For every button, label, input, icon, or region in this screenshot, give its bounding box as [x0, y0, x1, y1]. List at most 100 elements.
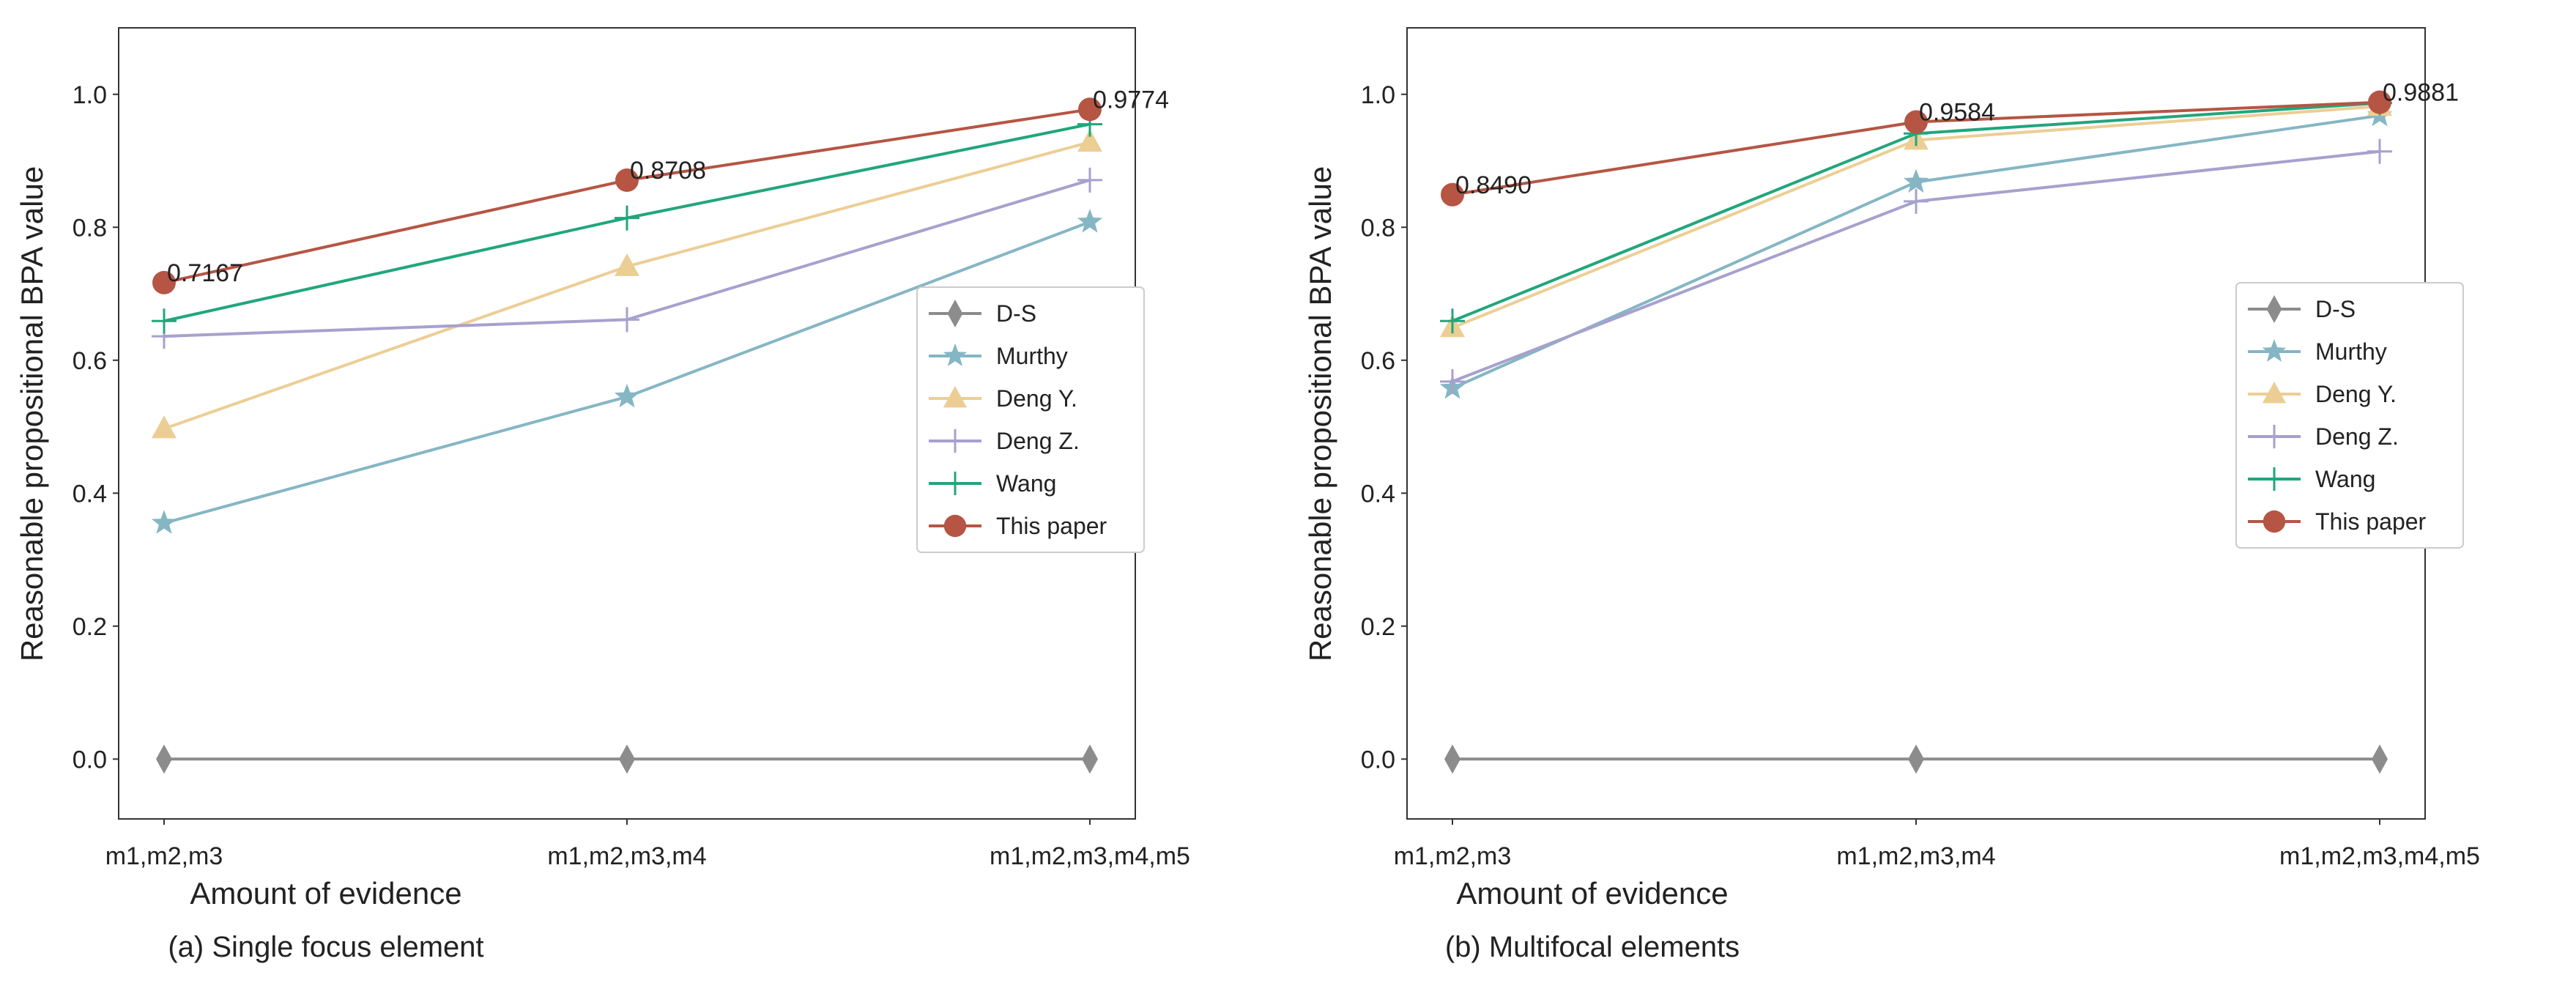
chart-panel-b: 0.0 0.2 0.4 0.6 0.8 1.0 m1,m2,m3 m1,m2,m3,m4 m1,… — [1288, 0, 2576, 983]
data-point — [1904, 110, 1928, 134]
legend-item: Wang — [2248, 466, 2375, 492]
legend-marker — [943, 385, 968, 408]
legend-b: D-S Murthy Deng Y. Deng Z. Wang This paper — [2235, 282, 2464, 549]
data-point — [615, 168, 639, 193]
legend-label: D-S — [996, 300, 1036, 327]
legend-box — [2235, 282, 2464, 549]
data-label-a: 0.8708 — [630, 157, 706, 185]
y-axis-title-a: Reasonable propositional BPA value — [15, 166, 49, 661]
data-point — [1440, 368, 1465, 394]
legend-label: Wang — [996, 470, 1056, 497]
x-tick-label-a: m1,m2,m3,m4,m5 — [990, 842, 1190, 870]
x-axis-title-b: Amount of evidence — [1456, 876, 1728, 910]
data-point — [1441, 182, 1464, 207]
data-point — [1078, 97, 1102, 122]
data-point — [156, 744, 172, 774]
y-tick-label-a: 0.4 — [73, 480, 107, 508]
legend-item: Murthy — [929, 343, 1068, 369]
series-deng-z-b — [1440, 138, 2392, 394]
legend-item: Deng Y. — [929, 385, 1077, 412]
data-point — [1908, 744, 1924, 774]
plot-area-a: 0.0 0.2 0.4 0.6 0.8 1.0 m1,m2,m3 m1,m2,m3,m4 m1,… — [73, 27, 1190, 870]
data-point — [1082, 744, 1098, 774]
data-point — [2368, 90, 2391, 114]
legend-marker — [943, 343, 968, 366]
data-point — [1077, 167, 1102, 193]
chart-svg-b: 0.0 0.2 0.4 0.6 0.8 1.0 m1,m2,m3 m1,m2,m3,m4 m1,… — [1303, 27, 2480, 963]
legend-item: Murthy — [2248, 338, 2387, 365]
y-tick-label-b: 0.8 — [1361, 214, 1395, 242]
legend-item: Wang — [929, 470, 1056, 497]
legend-marker — [2262, 381, 2287, 404]
data-point — [615, 253, 639, 276]
legend-marker — [2263, 510, 2286, 533]
y-tick-label-b: 1.0 — [1361, 81, 1395, 109]
x-tick-label-b: m1,m2,m3,m4 — [1836, 842, 1995, 870]
y-axis-title-b: Reasonable propositional BPA value — [1303, 166, 1337, 661]
legend-label: This paper — [996, 513, 1107, 539]
legend-item: Deng Z. — [2248, 423, 2399, 450]
data-label-b: 0.9881 — [2383, 79, 2459, 107]
legend-marker — [2262, 338, 2287, 362]
legend-item: Deng Y. — [2248, 381, 2397, 407]
legend-marker — [2262, 467, 2287, 492]
y-tick-label-a: 0.0 — [73, 746, 107, 774]
data-point — [151, 510, 177, 534]
y-tick-label-a: 0.2 — [73, 613, 107, 641]
data-point — [1444, 744, 1460, 774]
data-point — [152, 308, 177, 334]
data-point — [152, 415, 177, 439]
chart-panel-a: 0.0 0.2 0.4 0.6 0.8 1.0 m1,m2,m3 m1,m2,m3,m4 m1,… — [15, 27, 1190, 963]
x-tick-label-a: m1,m2,m3 — [105, 842, 223, 870]
legend-label: Deng Y. — [2315, 381, 2397, 407]
data-point — [1077, 129, 1102, 152]
data-point — [1904, 188, 1929, 214]
data-point — [2367, 138, 2392, 164]
data-label-b: 0.9584 — [1919, 99, 1995, 127]
series-d-s-b — [1444, 744, 2388, 774]
series-deng-z-a — [152, 167, 1102, 349]
legend-marker — [943, 429, 968, 453]
legend-label: Deng Z. — [2315, 423, 2399, 450]
legend-item: D-S — [929, 300, 1036, 327]
series-this-paper-b — [1441, 90, 2391, 207]
legend-a: D-S Murthy Deng Y. Deng Z. Wang This paper — [916, 286, 1145, 553]
series-murthy-a — [151, 209, 1103, 534]
legend-marker — [943, 471, 968, 496]
data-point — [152, 270, 176, 294]
legend-label: Wang — [2315, 466, 2375, 492]
x-axis-title-a: Amount of evidence — [190, 876, 461, 910]
data-point — [2372, 744, 2388, 774]
legend-label: Deng Z. — [996, 428, 1080, 454]
legend-item: This paper — [2248, 508, 2427, 535]
y-tick-label-b: 0.0 — [1361, 746, 1395, 774]
legend-item: This paper — [929, 513, 1107, 539]
legend-label: Murthy — [2315, 338, 2387, 365]
y-tick-label-b: 0.4 — [1361, 480, 1395, 508]
data-label-a: 0.9774 — [1093, 86, 1169, 114]
data-point — [615, 307, 639, 333]
y-tick-label-a: 0.6 — [73, 347, 107, 375]
x-tick-label-b: m1,m2,m3 — [1394, 842, 1512, 870]
legend-label: Deng Y. — [996, 385, 1077, 412]
legend-item: Deng Z. — [929, 428, 1080, 454]
y-tick-label-b: 0.6 — [1361, 347, 1395, 375]
legend-box — [916, 286, 1145, 553]
legend-marker — [943, 514, 967, 538]
legend-marker — [2262, 424, 2287, 449]
y-tick-label-a: 0.8 — [73, 214, 107, 242]
plot-area-b: 0.0 0.2 0.4 0.6 0.8 1.0 m1,m2,m3 m1,m2,m3,m4 m1,… — [1361, 27, 2480, 870]
legend-label: This paper — [2315, 508, 2427, 535]
data-point — [614, 383, 640, 408]
data-point — [1903, 168, 1929, 193]
x-tick-label-b: m1,m2,m3,m4,m5 — [2279, 842, 2480, 870]
legend-marker — [947, 300, 963, 327]
series-deng-y-a — [152, 129, 1102, 439]
caption-b: (b) Multifocal elements — [1445, 931, 1740, 963]
data-point — [615, 205, 639, 231]
data-point — [1077, 209, 1103, 233]
series-this-paper-a — [152, 97, 1102, 294]
data-label-a: 0.7167 — [167, 259, 243, 287]
x-tick-label-a: m1,m2,m3,m4 — [547, 842, 706, 870]
legend-label: D-S — [2315, 296, 2356, 322]
